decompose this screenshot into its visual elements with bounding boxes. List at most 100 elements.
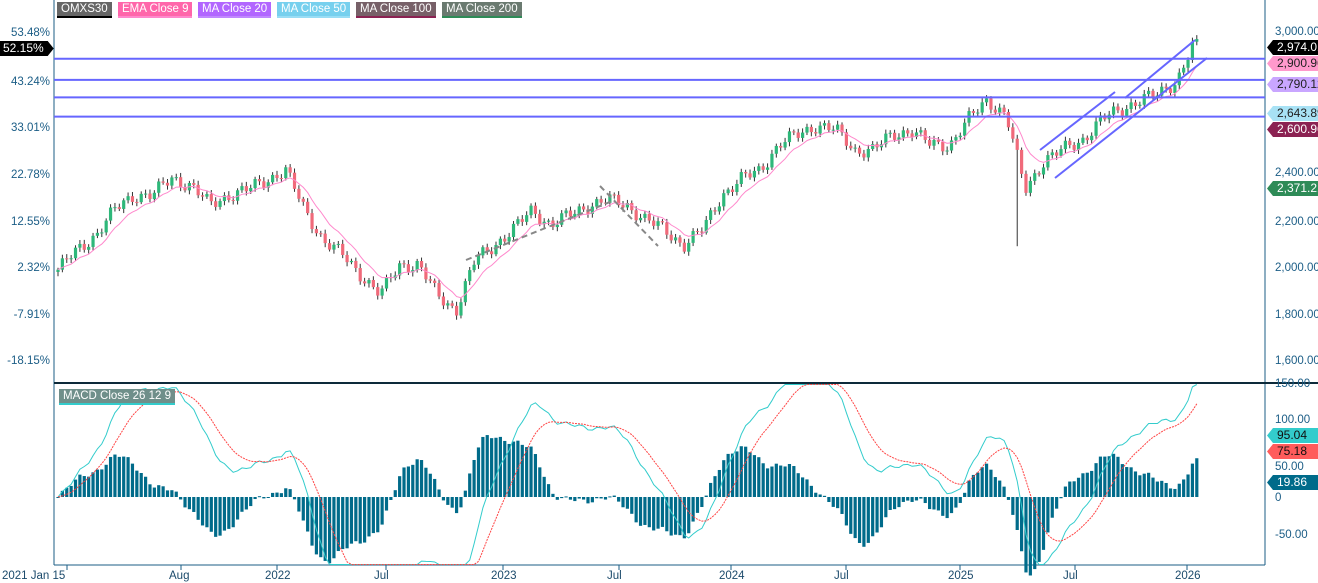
candle-body <box>130 196 135 202</box>
candle-body <box>1182 67 1186 73</box>
candle-body <box>214 201 218 207</box>
dashed-trendline <box>465 199 616 261</box>
histogram-bar <box>332 497 336 559</box>
time-axis-label: Jul <box>374 570 389 582</box>
histogram-bar <box>398 476 402 497</box>
candle-body <box>279 178 283 180</box>
candle-body <box>1111 106 1116 115</box>
histogram-bar <box>617 497 621 502</box>
histogram-bar <box>792 466 796 497</box>
histogram-bar <box>831 497 835 507</box>
histogram-bar <box>485 435 489 497</box>
histogram-bar <box>564 496 568 498</box>
candle-body <box>406 264 410 273</box>
candle-body <box>958 135 962 138</box>
candle-body <box>65 258 69 260</box>
histogram-bar <box>704 495 708 497</box>
legend-item[interactable]: MA Close 200 <box>442 2 522 18</box>
candle-body <box>660 221 665 223</box>
legend-item[interactable]: MA Close 20 <box>198 2 272 18</box>
price-axis-label: 3,000.00 <box>1275 26 1318 38</box>
left-current-tag: 52.15% <box>0 41 54 56</box>
candle-body <box>157 181 161 193</box>
dashed-trendline <box>599 185 659 247</box>
histogram-bar <box>621 497 625 508</box>
candle-body <box>122 200 126 209</box>
candle-body <box>722 193 726 207</box>
candle-body <box>454 305 459 316</box>
histogram-bar <box>1116 456 1120 497</box>
left-axis-label: 33.01% <box>10 122 50 134</box>
histogram-bar <box>660 497 665 527</box>
candle-body <box>1133 102 1138 106</box>
candle-body <box>459 302 463 316</box>
candle-body <box>1002 107 1006 113</box>
candle-body <box>1059 149 1063 156</box>
histogram-bar <box>319 497 323 558</box>
macd-legend[interactable]: MACD Close 26 12 9 <box>59 389 176 405</box>
candle-body <box>419 261 424 268</box>
candle-body <box>919 130 923 133</box>
candle-body <box>336 243 340 245</box>
histogram-bar <box>1133 471 1138 497</box>
legend-item[interactable]: MA Close 100 <box>356 2 436 18</box>
left-axis-label: 22.78% <box>10 169 50 181</box>
legend-item[interactable]: MA Close 50 <box>277 2 351 18</box>
candle-body <box>367 279 371 284</box>
candle-body <box>345 254 349 263</box>
histogram-bar <box>634 497 638 523</box>
histogram-bar <box>542 476 546 497</box>
candle-body <box>139 193 143 203</box>
histogram-bar <box>901 497 905 502</box>
histogram-bar <box>1033 497 1037 570</box>
candle-body <box>82 243 86 250</box>
histogram-bar <box>1028 497 1032 576</box>
candle-body <box>752 170 757 178</box>
time-axis-label: 2023 <box>491 570 517 582</box>
candle-body <box>954 137 958 141</box>
trend-channel-upper <box>1039 91 1116 151</box>
price-tag: 2,371.21 <box>1267 181 1318 196</box>
histogram-bar <box>949 497 954 514</box>
histogram-bar <box>586 497 590 504</box>
candle-body <box>205 194 209 197</box>
histogram-bar <box>928 497 932 510</box>
candle-body <box>1015 138 1019 150</box>
candle-body <box>222 195 227 202</box>
histogram-bar <box>998 480 1002 497</box>
histogram-bar <box>1011 497 1015 515</box>
candle-body <box>95 232 100 236</box>
candle-body <box>284 167 288 179</box>
candle-body <box>665 222 669 235</box>
candle-body <box>682 242 686 252</box>
histogram-bar <box>218 497 222 536</box>
histogram-bar <box>192 497 196 512</box>
histogram-bar <box>1164 482 1168 497</box>
candle-body <box>831 129 835 131</box>
macd-axis-label: -50.00 <box>1275 529 1308 541</box>
candle-body <box>717 206 721 212</box>
histogram-bar <box>1072 481 1076 497</box>
candle-body <box>341 243 345 255</box>
candle-body <box>805 126 809 133</box>
histogram-bar <box>481 436 485 497</box>
price-axis-label: 1,800.00 <box>1275 309 1318 321</box>
candle-body <box>60 258 64 270</box>
candle-body <box>1085 137 1089 141</box>
histogram-bar <box>691 497 695 522</box>
candle-body <box>257 179 262 182</box>
candle-body <box>792 131 796 133</box>
legend-item[interactable]: EMA Close 9 <box>118 2 193 18</box>
candle-body <box>179 177 183 187</box>
histogram-bar <box>818 494 822 497</box>
histogram-bar <box>984 463 989 497</box>
time-axis-label: Jul <box>1063 570 1078 582</box>
legend-item[interactable]: OMXS30 <box>57 2 112 18</box>
candle-body <box>884 133 888 145</box>
candle-body <box>135 201 139 203</box>
candle-body <box>897 137 901 140</box>
candle-body <box>1076 142 1081 150</box>
candle-body <box>656 221 660 226</box>
candle-body <box>770 153 774 168</box>
